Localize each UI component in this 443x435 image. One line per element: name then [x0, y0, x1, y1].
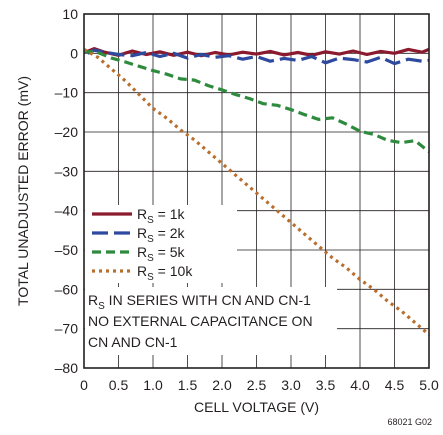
- legend-label-2: RS = 2k: [137, 225, 186, 245]
- series-line-1: [86, 47, 430, 58]
- annotation-line-2: NO EXTERNAL CAPACITANCE ON: [88, 313, 313, 329]
- y-tick-label: –50: [55, 242, 79, 258]
- legend-label-1: RS = 1k: [137, 206, 186, 226]
- y-tick-label: 10: [62, 6, 78, 22]
- x-tick-label: 2.0: [212, 377, 232, 393]
- y-tick-label: –80: [55, 360, 79, 376]
- plot-frame: [83, 13, 430, 369]
- x-tick-label: 2.5: [247, 377, 267, 393]
- annotation-line-3: CN AND CN-1: [88, 334, 178, 350]
- y-axis-label: TOTAL UNADJUSTED ERROR (mV): [15, 76, 31, 306]
- series-layer: [83, 47, 431, 336]
- y-tick-label: –60: [55, 281, 79, 297]
- x-tick-label: 1.0: [143, 377, 163, 393]
- y-tick-label: –30: [55, 163, 79, 179]
- y-tick-label: –10: [55, 85, 79, 101]
- x-tick-label: 0: [80, 377, 88, 393]
- x-tick-label: 5.0: [419, 377, 439, 393]
- y-tick-label: –20: [55, 124, 79, 140]
- x-axis-label: CELL VOLTAGE (V): [194, 399, 319, 415]
- x-tick-label: 4.0: [350, 377, 370, 393]
- y-tick-label: –40: [55, 203, 79, 219]
- legend-label-4: RS = 10k: [137, 263, 193, 283]
- series-line-3: [83, 49, 430, 153]
- y-tick-labels: 10 0 –10 –20 –30 –40 –50 –60 –70 –80: [55, 6, 79, 376]
- y-tick-label: 0: [70, 45, 78, 61]
- annotation-line-1: RS IN SERIES WITH CN AND CN-1: [88, 292, 311, 312]
- series-line-2: [86, 48, 430, 66]
- x-tick-label: 1.5: [178, 377, 198, 393]
- x-tick-label: 0.5: [109, 377, 129, 393]
- x-tick-label: 3.5: [316, 377, 336, 393]
- legend-background: [85, 205, 237, 283]
- annotation: RS IN SERIES WITH CN AND CN-1NO EXTERNAL…: [85, 287, 337, 355]
- figure-id: 68021 G02: [387, 417, 432, 427]
- y-tick-label: –70: [55, 321, 79, 337]
- series-line-4: [83, 48, 431, 336]
- legend-label-3: RS = 5k: [137, 244, 186, 264]
- x-tick-labels: 0 0.5 1.0 1.5 2.0 2.5 3.0 3.5 4.0 4.5 5.0: [80, 377, 439, 393]
- x-tick-label: 3.0: [281, 377, 301, 393]
- annotation-background: [85, 287, 337, 355]
- x-tick-label: 4.5: [385, 377, 405, 393]
